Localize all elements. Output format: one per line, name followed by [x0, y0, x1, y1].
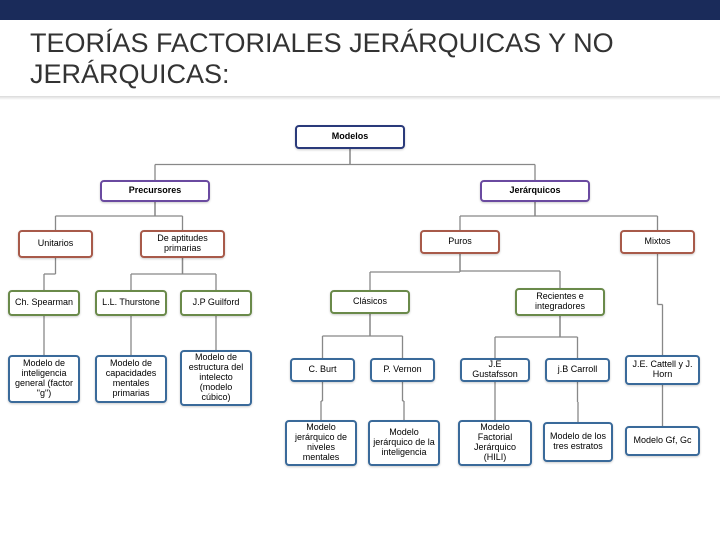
node-vernon: P. Vernon [370, 358, 435, 382]
node-mod_g: Modelo de inteligencia general (factor "… [8, 355, 80, 403]
node-burt: C. Burt [290, 358, 355, 382]
node-mod_jerint: Modelo jerárquico de la inteligencia [368, 420, 440, 466]
page-title: TEORÍAS FACTORIALES JERÁRQUICAS Y NO JER… [0, 20, 720, 94]
node-cattell: J.E. Cattell y J. Horn [625, 355, 700, 385]
node-jerarquicos: Jerárquicos [480, 180, 590, 202]
node-spearman: Ch. Spearman [8, 290, 80, 316]
node-carroll: j.B Carroll [545, 358, 610, 382]
node-gustafsson: J.E Gustafsson [460, 358, 530, 382]
node-unitarios: Unitarios [18, 230, 93, 258]
node-mixtos: Mixtos [620, 230, 695, 254]
node-modelos: Modelos [295, 125, 405, 149]
node-mod_hili: Modelo Factorial Jerárquico (HILI) [458, 420, 532, 466]
diagram-canvas: Modelos Precursores Jerárquicos Unitarios De… [0, 100, 720, 520]
node-aptitudes: De aptitudes primarias [140, 230, 225, 258]
node-clasicos: Clásicos [330, 290, 410, 314]
node-recientes: Recientes e integradores [515, 288, 605, 316]
node-puros: Puros [420, 230, 500, 254]
node-mod_cap: Modelo de capacidades mentales primarias [95, 355, 167, 403]
node-precursores: Precursores [100, 180, 210, 202]
node-guilford: J.P Guilford [180, 290, 252, 316]
node-thurstone: L.L. Thurstone [95, 290, 167, 316]
node-mod_tres: Modelo de los tres estratos [543, 422, 613, 462]
header-bar [0, 0, 720, 20]
node-mod_gfgc: Modelo Gf, Gc [625, 426, 700, 456]
node-mod_niveles: Modelo jerárquico de niveles mentales [285, 420, 357, 466]
node-mod_cubo: Modelo de estructura del intelecto (mode… [180, 350, 252, 406]
